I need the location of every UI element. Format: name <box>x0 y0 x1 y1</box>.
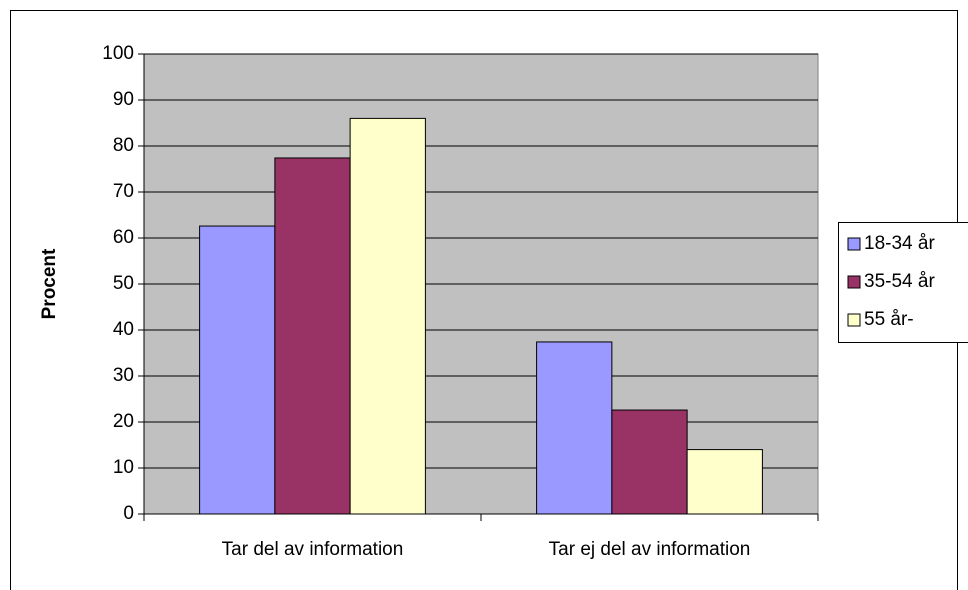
y-tick-label: 80 <box>113 135 134 156</box>
y-tick-label: 20 <box>113 411 134 432</box>
bar <box>274 157 351 515</box>
y-tick-label: 10 <box>113 457 134 478</box>
y-tick-label: 70 <box>113 181 134 202</box>
y-tick-label: 40 <box>113 319 134 340</box>
y-tick-label: 30 <box>113 365 134 386</box>
legend-swatch <box>847 237 861 251</box>
y-tick-label: 100 <box>102 43 134 64</box>
bar <box>611 409 688 515</box>
legend-swatch <box>847 313 861 327</box>
y-tick-label: 90 <box>113 89 134 110</box>
bar <box>349 117 426 515</box>
y-axis-label: Procent <box>39 248 60 319</box>
legend-label: 35-54 år <box>864 271 935 292</box>
bar <box>199 225 276 515</box>
y-tick-label: 0 <box>123 503 134 524</box>
y-tick-label: 60 <box>113 227 134 248</box>
x-tick-label: Tar del av information <box>222 539 404 560</box>
legend-label: 18-34 år <box>864 233 935 254</box>
legend-swatch <box>847 275 861 289</box>
bar <box>686 449 763 515</box>
x-tick-label: Tar ej del av information <box>549 539 751 560</box>
bar <box>536 341 613 515</box>
y-tick-label: 50 <box>113 273 134 294</box>
legend-label: 55 år- <box>864 309 914 330</box>
